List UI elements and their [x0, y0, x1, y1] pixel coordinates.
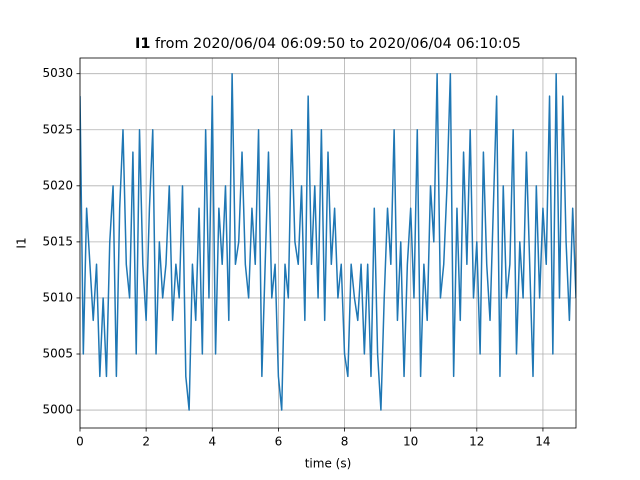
y-tick-label: 5020	[42, 178, 73, 192]
x-tick-label: 4	[208, 435, 216, 449]
title-rest: from 2020/06/04 06:09:50 to 2020/06/04 0…	[150, 36, 521, 52]
x-tick-label: 10	[403, 435, 418, 449]
y-axis-label: I1	[15, 237, 29, 248]
x-tick-label: 14	[535, 435, 550, 449]
data-line	[80, 72, 576, 411]
y-tick-label: 5005	[42, 347, 73, 361]
x-tick-label: 8	[341, 435, 349, 449]
y-tick-label: 5000	[42, 403, 73, 417]
y-tick-label: 5025	[42, 122, 73, 136]
y-tick-label: 5015	[42, 234, 73, 248]
x-tick-label: 0	[76, 435, 84, 449]
x-tick-label: 2	[142, 435, 150, 449]
chart-title: I1 from 2020/06/04 06:09:50 to 2020/06/0…	[135, 36, 521, 52]
title-bold: I1	[135, 36, 150, 52]
axes-frame	[79, 57, 577, 429]
x-tick-label: 12	[469, 435, 484, 449]
x-tick-label: 6	[275, 435, 283, 449]
x-axis-label: time (s)	[305, 457, 352, 471]
y-tick-label: 5030	[42, 66, 73, 80]
y-tick-label: 5010	[42, 290, 73, 304]
